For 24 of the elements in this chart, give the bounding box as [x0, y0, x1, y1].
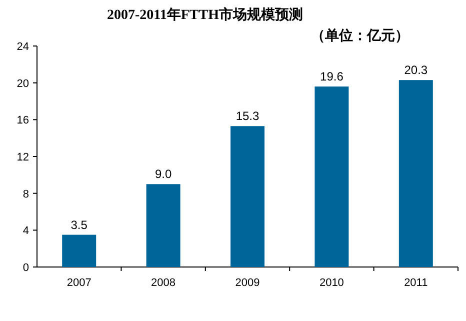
- y-tick-label: 20: [16, 78, 29, 90]
- chart-subtitle: （单位：亿元）: [311, 28, 409, 44]
- data-label: 19.6: [320, 70, 344, 84]
- x-tick-label: 2008: [151, 277, 176, 289]
- x-tick-label: 2010: [319, 277, 344, 289]
- y-tick-label: 8: [22, 188, 29, 200]
- y-tick-label: 0: [22, 262, 29, 274]
- y-tick-label: 16: [16, 114, 29, 127]
- bar: [398, 80, 433, 267]
- x-tick-label: 2007: [66, 277, 92, 289]
- bar: [314, 86, 349, 267]
- x-tick-label: 2011: [404, 277, 428, 289]
- x-tick-label: 2009: [235, 277, 260, 289]
- y-tick-label: 4: [22, 225, 29, 238]
- data-label: 3.5: [70, 218, 88, 232]
- bar: [230, 126, 264, 267]
- data-label: 15.3: [236, 109, 260, 124]
- bar: [146, 184, 180, 267]
- y-tick-label: 12: [16, 152, 29, 164]
- bar: [62, 234, 96, 267]
- data-label: 9.0: [154, 167, 172, 182]
- y-tick-label: 24: [16, 41, 29, 53]
- chart-title: 2007-2011年FTTH市场规模预测: [106, 6, 304, 23]
- data-label: 20.3: [404, 63, 428, 78]
